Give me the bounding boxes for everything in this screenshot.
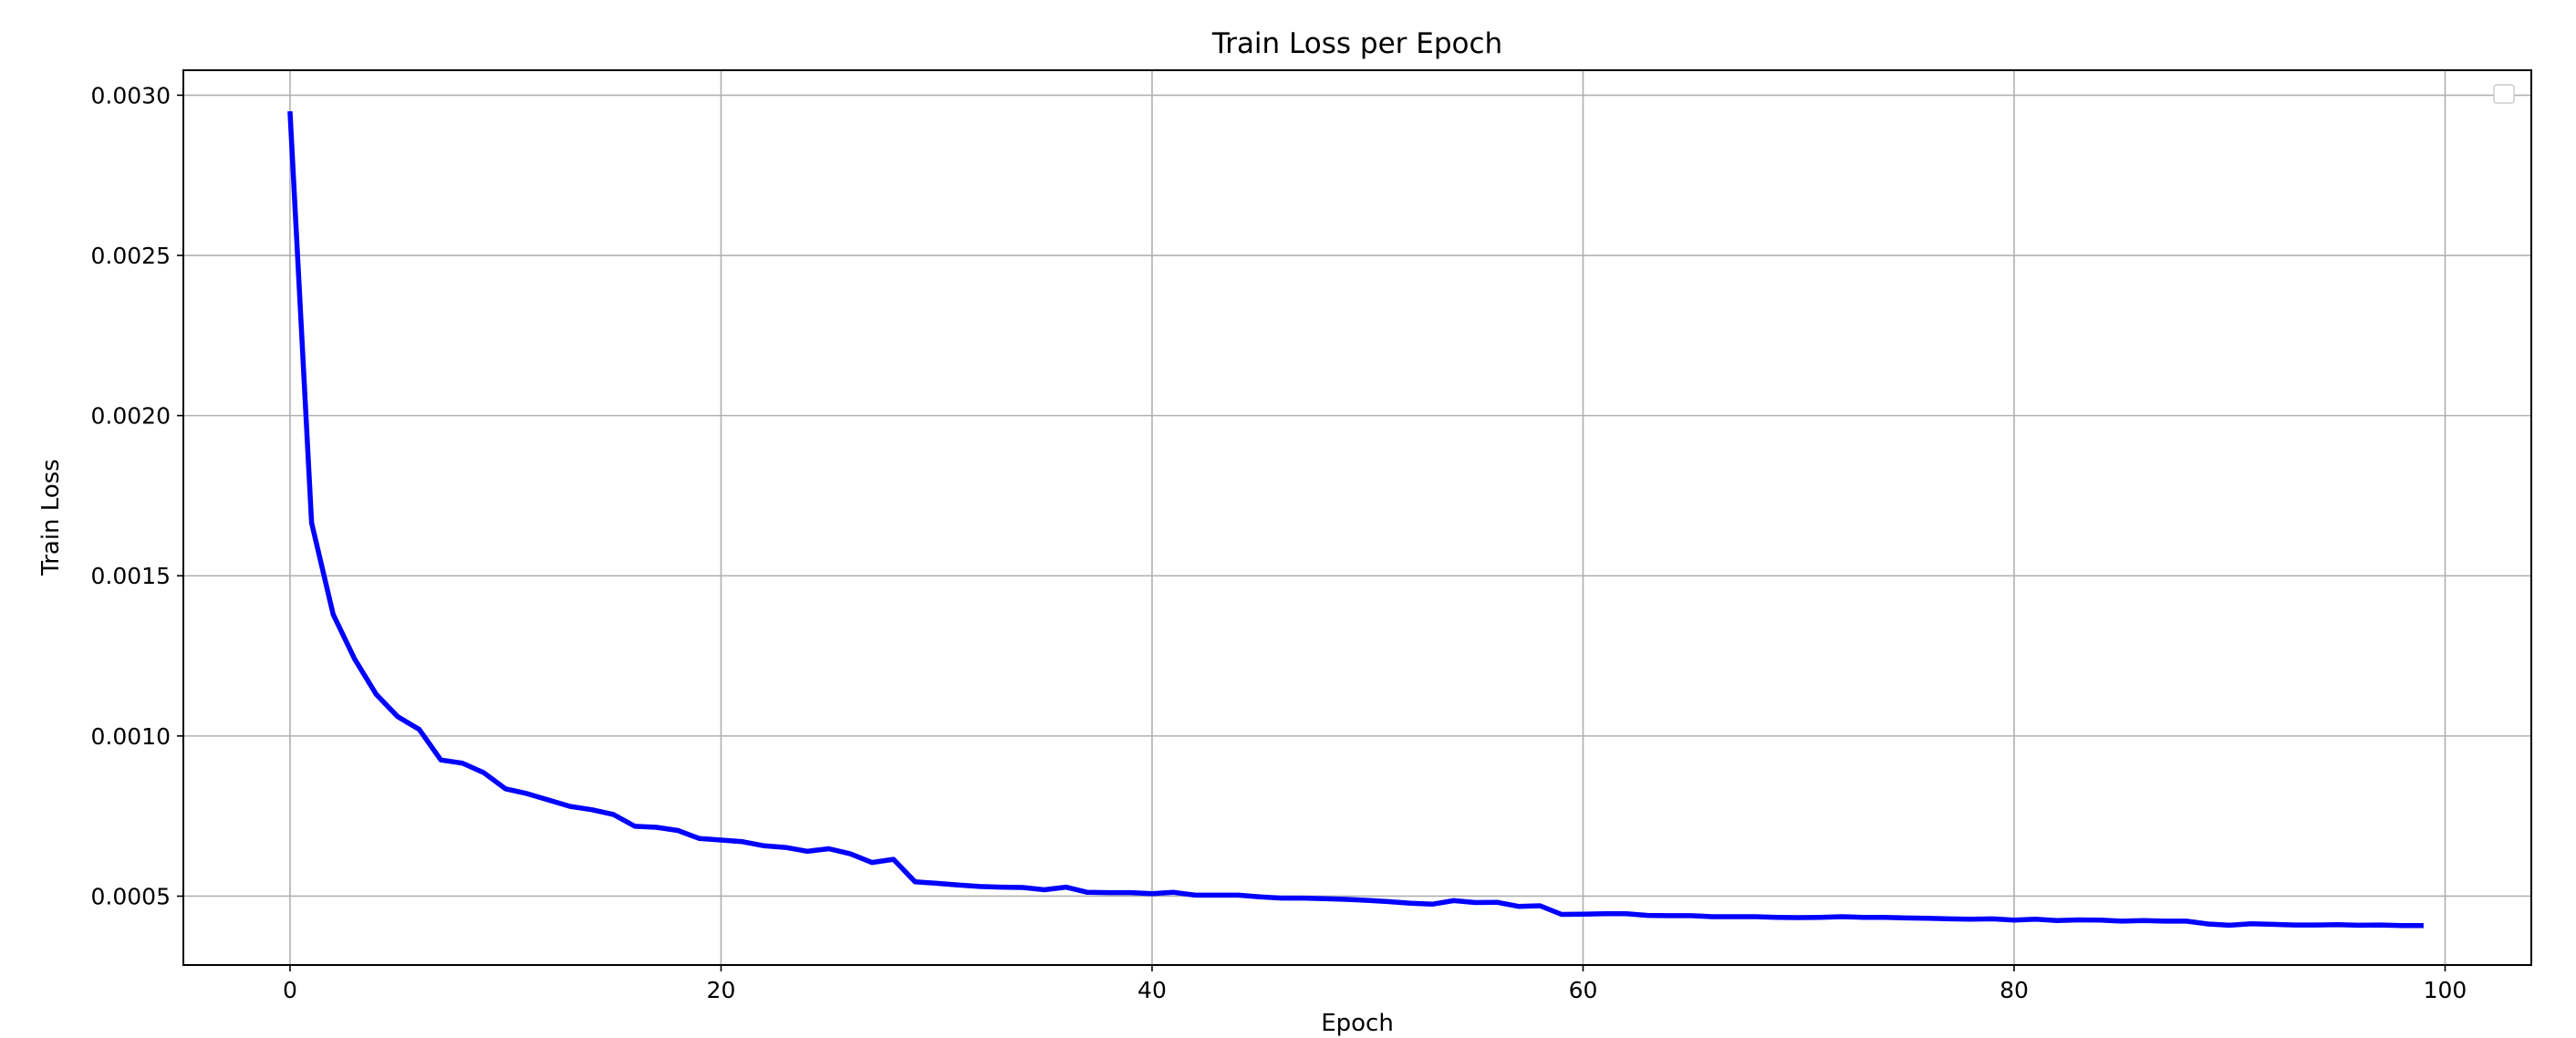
y-tick-label: 0.0030 [91,82,171,109]
legend-box [2493,84,2515,104]
y-tick-label: 0.0005 [91,883,171,909]
x-tick-label: 40 [1137,977,1167,1003]
y-tick-label: 0.0015 [91,563,171,589]
grid [183,70,2531,965]
y-axis-label: Train Loss [37,459,65,576]
x-tick-label: 80 [2000,977,2029,1003]
ticks: 0 20 40 60 80 100 0.0005 0.0010 0.0015 0.0020 0.00… [91,82,2467,1003]
x-tick-label: 20 [707,977,736,1003]
y-tick-label: 0.0010 [91,723,171,750]
chart-title: Train Loss per Epoch [1211,27,1502,60]
x-axis-label: Epoch [1321,1010,1394,1037]
x-tick-label: 0 [283,977,297,1003]
train-loss-line [287,110,2424,929]
series-layer [287,110,2424,929]
x-tick-label: 100 [2424,977,2467,1003]
x-tick-label: 60 [1569,977,1598,1003]
y-tick-label: 0.0020 [91,403,171,430]
y-tick-label: 0.0025 [91,243,171,269]
axes-frame [182,69,2532,966]
